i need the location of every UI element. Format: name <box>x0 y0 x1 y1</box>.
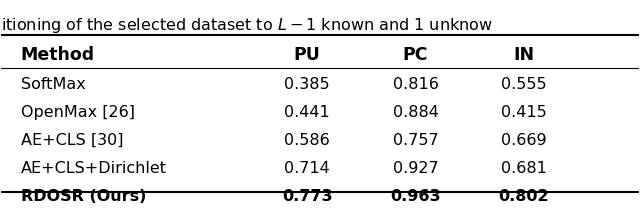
Text: 0.586: 0.586 <box>284 133 330 148</box>
Text: 0.773: 0.773 <box>282 189 333 204</box>
Text: IN: IN <box>513 46 534 64</box>
Text: 0.884: 0.884 <box>393 105 438 120</box>
Text: 0.669: 0.669 <box>501 133 547 148</box>
Text: 0.385: 0.385 <box>284 77 330 92</box>
Text: 0.963: 0.963 <box>390 189 441 204</box>
Text: 0.802: 0.802 <box>499 189 549 204</box>
Text: 0.555: 0.555 <box>501 77 547 92</box>
Text: AE+CLS [30]: AE+CLS [30] <box>20 133 123 148</box>
Text: OpenMax [26]: OpenMax [26] <box>20 105 134 120</box>
Text: itioning of the selected dataset to $L-1$ known and 1 unknow: itioning of the selected dataset to $L-1… <box>1 16 493 35</box>
Text: AE+CLS+Dirichlet: AE+CLS+Dirichlet <box>20 161 166 176</box>
Text: PC: PC <box>403 46 428 64</box>
Text: Method: Method <box>20 46 95 64</box>
Text: 0.681: 0.681 <box>501 161 547 176</box>
Text: 0.441: 0.441 <box>284 105 330 120</box>
Text: SoftMax: SoftMax <box>20 77 85 92</box>
Text: PU: PU <box>294 46 321 64</box>
Text: 0.415: 0.415 <box>501 105 547 120</box>
Text: 0.714: 0.714 <box>284 161 330 176</box>
Text: RDOSR (Ours): RDOSR (Ours) <box>20 189 146 204</box>
Text: 0.757: 0.757 <box>393 133 438 148</box>
Text: 0.927: 0.927 <box>393 161 438 176</box>
Text: 0.816: 0.816 <box>393 77 438 92</box>
